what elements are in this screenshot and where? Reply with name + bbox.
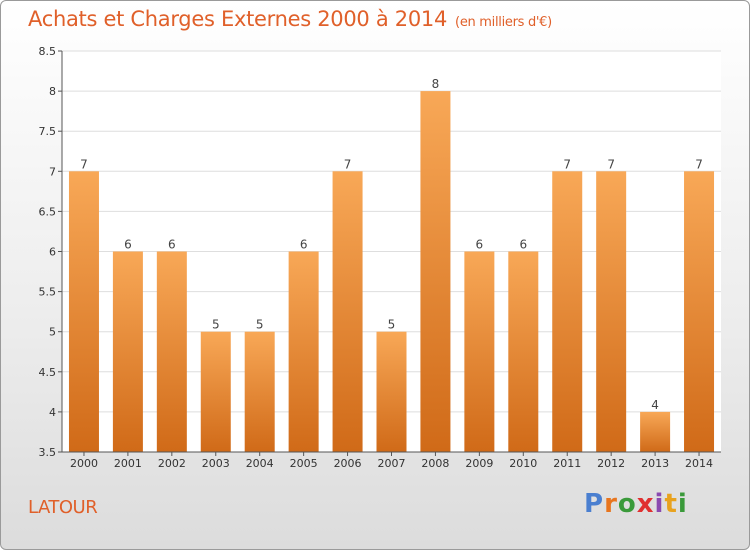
- bar: [68, 171, 99, 453]
- bar-value-label: 5: [256, 318, 264, 332]
- y-tick-label: 6: [49, 246, 56, 259]
- x-tick-label: 2003: [202, 457, 230, 470]
- y-tick-label: 8.5: [39, 45, 57, 58]
- logo-letter: i: [677, 489, 688, 519]
- bar-value-label: 6: [168, 238, 176, 252]
- x-tick-label: 2006: [334, 457, 362, 470]
- logo-letter: r: [604, 489, 618, 519]
- x-tick-label: 2001: [114, 457, 142, 470]
- y-tick-label: 5: [49, 326, 56, 339]
- x-tick-label: 2009: [465, 457, 493, 470]
- bar: [596, 171, 627, 453]
- bar-value-label: 6: [519, 238, 527, 252]
- bar: [508, 251, 539, 452]
- bar-value-label: 6: [124, 238, 132, 252]
- bar-value-label: 6: [476, 238, 484, 252]
- bar-value-label: 7: [344, 157, 352, 171]
- bar-value-label: 6: [300, 238, 308, 252]
- bar: [156, 251, 187, 452]
- bar-value-label: 7: [80, 157, 88, 171]
- bar: [112, 251, 143, 452]
- bar: [200, 331, 231, 452]
- y-tick-label: 4: [49, 406, 56, 419]
- x-tick-label: 2013: [641, 457, 669, 470]
- x-tick-label: 2014: [685, 457, 713, 470]
- bar: [376, 331, 407, 452]
- chart-title-text: Achats et Charges Externes 2000 à 2014: [28, 7, 448, 31]
- bar-value-label: 8: [432, 77, 440, 91]
- bar: [420, 91, 451, 452]
- bar-value-label: 4: [651, 398, 659, 412]
- x-tick-label: 2010: [509, 457, 537, 470]
- logo-letter: t: [664, 489, 678, 519]
- y-tick-label: 4.5: [39, 366, 57, 379]
- chart-title: Achats et Charges Externes 2000 à 2014 (e…: [28, 7, 552, 31]
- logo-letter: i: [654, 489, 665, 519]
- x-tick-label: 2000: [70, 457, 98, 470]
- x-tick-label: 2011: [553, 457, 581, 470]
- bar: [684, 171, 715, 453]
- bar-value-label: 7: [563, 157, 571, 171]
- bar-value-label: 5: [388, 318, 396, 332]
- bar: [552, 171, 583, 453]
- logo-letter: x: [636, 489, 655, 519]
- bar-value-label: 5: [212, 318, 220, 332]
- y-tick-label: 6.5: [39, 205, 57, 218]
- logo-letter: o: [617, 489, 637, 519]
- bar: [464, 251, 495, 452]
- bar: [288, 251, 319, 452]
- y-tick-label: 3.5: [39, 446, 57, 459]
- y-tick-label: 7: [49, 165, 56, 178]
- logo-letter: P: [584, 489, 605, 519]
- x-tick-label: 2012: [597, 457, 625, 470]
- commune-name: LATOUR: [28, 497, 98, 518]
- y-tick-label: 7.5: [39, 125, 57, 138]
- proxiti-logo: Proxiti: [584, 489, 688, 519]
- x-tick-label: 2008: [421, 457, 449, 470]
- bar: [640, 411, 671, 452]
- bar: [332, 171, 363, 453]
- x-tick-label: 2002: [158, 457, 186, 470]
- x-tick-label: 2005: [290, 457, 318, 470]
- y-tick-label: 8: [49, 85, 56, 98]
- bar-value-label: 7: [695, 157, 703, 171]
- chart-unit: (en milliers d'€): [455, 15, 552, 30]
- bar: [244, 331, 275, 452]
- bar-value-label: 7: [607, 157, 615, 171]
- y-tick-label: 5.5: [39, 286, 57, 299]
- x-tick-label: 2004: [246, 457, 274, 470]
- x-tick-label: 2007: [378, 457, 406, 470]
